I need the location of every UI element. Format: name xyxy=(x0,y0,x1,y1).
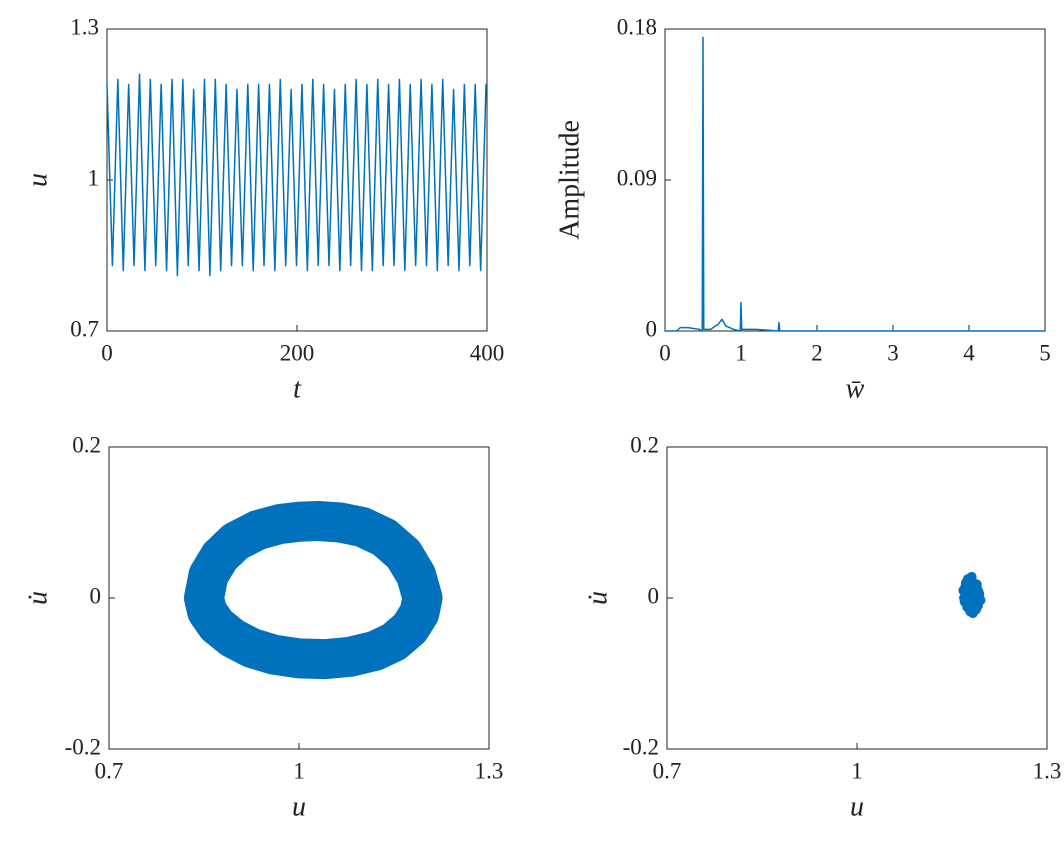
x-tick-label: 0 xyxy=(101,340,113,365)
x-tick-label: 1.3 xyxy=(1033,758,1062,783)
y-tick-label: 0 xyxy=(90,583,102,608)
data-line xyxy=(184,500,443,680)
data-line xyxy=(106,73,487,277)
y-tick-label: -0.2 xyxy=(623,734,659,759)
data-point xyxy=(966,602,976,613)
x-tick-label: 1.3 xyxy=(475,758,504,783)
y-axis-label: u̇ xyxy=(22,591,53,605)
x-axis-label: t xyxy=(293,373,302,404)
data-point xyxy=(971,579,982,590)
y-tick-label: -0.2 xyxy=(65,734,101,759)
y-tick-label: 1.3 xyxy=(70,14,99,39)
x-tick-label: 200 xyxy=(280,340,315,365)
y-axis-label: u̇ xyxy=(582,591,613,605)
axes-box xyxy=(666,446,1048,750)
y-tick-label: 0 xyxy=(646,316,658,341)
y-tick-label: 1 xyxy=(88,165,100,190)
y-tick-label: 0.18 xyxy=(617,14,657,39)
axes-box xyxy=(664,28,1046,332)
y-tick-label: 0 xyxy=(648,583,660,608)
y-tick-label: 0.2 xyxy=(630,432,659,457)
x-axis-label: u xyxy=(292,791,306,822)
x-tick-label: 2 xyxy=(811,340,823,365)
y-axis-label: Amplitude xyxy=(554,120,585,240)
x-tick-label: 3 xyxy=(887,340,899,365)
x-tick-label: 0.7 xyxy=(95,758,124,783)
y-tick-label: 0.7 xyxy=(70,316,99,341)
x-tick-label: 1 xyxy=(851,758,863,783)
y-tick-label: 0.2 xyxy=(72,432,101,457)
x-tick-label: 5 xyxy=(1039,340,1051,365)
x-tick-label: 1 xyxy=(293,758,305,783)
x-axis-label: u xyxy=(850,791,864,822)
y-axis-label: u xyxy=(22,173,53,187)
x-tick-label: 0 xyxy=(659,340,671,365)
y-tick-label: 0.09 xyxy=(617,165,657,190)
data-line xyxy=(664,36,1046,332)
x-tick-label: 4 xyxy=(963,340,975,365)
x-tick-label: 0.7 xyxy=(653,758,682,783)
x-tick-label: 1 xyxy=(735,340,747,365)
data-point xyxy=(964,594,975,605)
data-point xyxy=(973,586,984,597)
x-tick-label: 400 xyxy=(470,340,505,365)
x-axis-label: w̄ xyxy=(846,373,865,404)
data-point xyxy=(960,581,971,592)
